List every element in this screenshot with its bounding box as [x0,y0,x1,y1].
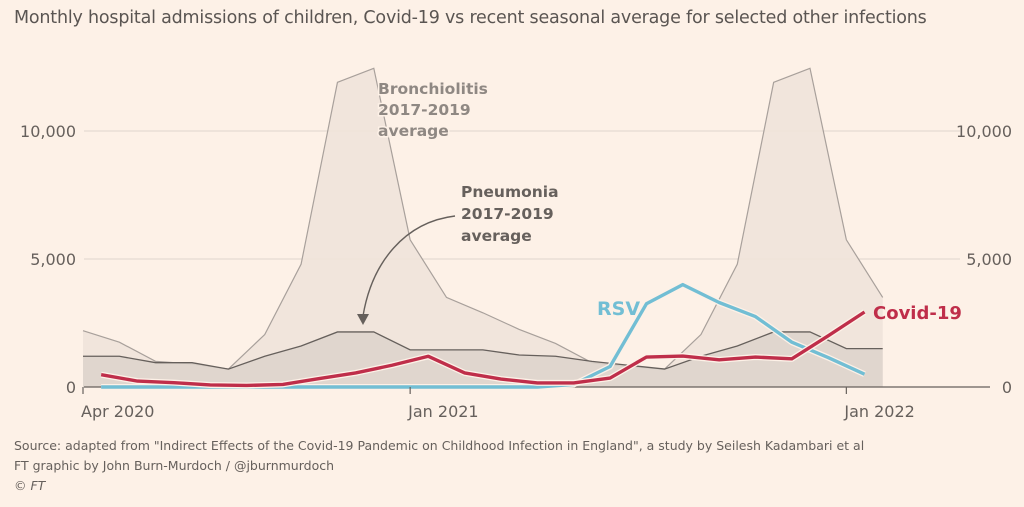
line-series [100,281,867,390]
area-line-pneumonia [83,331,883,370]
credit-line: FT graphic by John Burn-Murdoch / @jburn… [14,458,335,473]
area-fill-bronchiolitis [83,68,883,387]
covid-label: Covid-19 [873,303,962,324]
y-tick-label-right: 10,000 [956,122,1012,141]
area-series [82,67,884,387]
annotations: Bronchiolitis 2017-2019 average Pneumoni… [357,79,962,325]
bronchiolitis-label-line-3: average [378,122,449,140]
bronchiolitis-label-line-2: 2017-2019 [378,101,471,119]
y-tick-label-left: 0 [66,378,76,397]
pneumonia-label-line-1: Pneumonia [461,183,559,201]
x-tick-label: Jan 2021 [407,402,478,421]
pneumonia-arrow-icon [362,215,456,317]
y-tick-label-right: 5,000 [966,250,1012,269]
pneumonia-label-line-3: average [461,227,532,245]
x-tick-label: Jan 2022 [843,402,914,421]
tick-labels: 0 0 5,000 5,000 10,000 10,000 Apr 2020 Jan 2021… [20,122,1012,421]
pneumonia-label-line-2: 2017-2019 [461,205,554,223]
bronchiolitis-label-line-1: Bronchiolitis [378,80,488,98]
y-tick-label-left: 10,000 [20,122,76,141]
copyright-text: FT [30,478,46,493]
area-fill-pneumonia [83,331,883,387]
x-tick-label: Apr 2020 [81,402,154,421]
bronchiolitis-label: Bronchiolitis 2017-2019 average [378,80,493,140]
y-tick-label-right: 0 [1002,378,1012,397]
pneumonia-label: Pneumonia 2017-2019 average [461,183,564,245]
covid-line [100,310,866,388]
y-tick-label-left: 5,000 [30,250,76,269]
copyright: © FT [14,478,45,493]
chart-title: Monthly hospital admissions of children,… [14,8,927,28]
rsv-label: RSV [597,298,640,320]
source-line: Source: adapted from "Indirect Effects o… [14,438,865,453]
arrowhead-icon [357,314,369,325]
copyright-icon: © [14,478,27,493]
